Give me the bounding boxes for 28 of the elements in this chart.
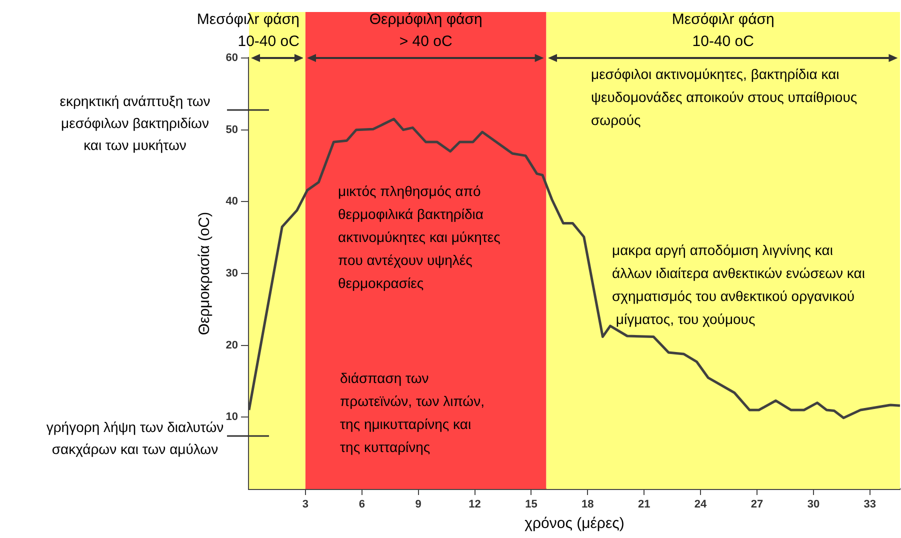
y-tick-label: 20 [226, 339, 238, 352]
text: γρήγορη λήψη των διαλυτών σακχάρων και των αμύλων [46, 418, 224, 457]
x-tick-label: 18 [582, 498, 594, 511]
annotation: μικτός πληθησμός από θερμοφιλικά βακτηρίδια ακτινομύκητες και μύκητες που αντέχουν υψηλές θερμοκρασίες [338, 182, 501, 291]
band-label: Μεσόφιλr φάση 10-40 oC [196, 11, 300, 50]
x-tick-label: 27 [750, 498, 764, 511]
y-tick-label: 40 [226, 196, 238, 208]
y-tick-label: 10 [226, 411, 238, 424]
annotation: μεσόφιλοι ακτινομύκητες, βακτηρίδια και ψευδομονάδες αποικούν στους υπαίθριους σωρούς [591, 66, 858, 128]
x-tick-label: 30 [807, 498, 820, 511]
annotation: μακρα αργή αποδόμιση λιγνίνης και άλλων ιδιαίτερα ανθεκτικών ενώσεων και σχηματισμός του ανθεκτικού οργανικού μίγματος, του χούμους [612, 242, 865, 327]
x-tick-label: 6 [358, 498, 365, 511]
y-tick-label: 30 [226, 268, 238, 280]
x-tick-label: 24 [694, 498, 708, 511]
x-axis-title: χρόνος (μέρες) [524, 515, 624, 532]
x-tick-label: 9 [415, 498, 422, 511]
y-tick-label: 50 [226, 124, 238, 136]
y-axis-title: Θερμοκρασία (oC) [196, 212, 214, 336]
x-tick-label: 3 [302, 498, 309, 511]
band-label: Μεσόφιλr φάση 10-40 oC [672, 11, 774, 50]
x-tick-label: 12 [468, 498, 481, 511]
x-tick-label: 21 [638, 498, 650, 511]
band-label: Θερμόφιλη φάση > 40 oC [369, 11, 482, 50]
x-tick-label: 15 [525, 498, 538, 511]
y-tick-label: 60 [226, 52, 238, 64]
text: εκρηκτική ανάπτυξη των μεσόφιλων βακτηριδίων και των μυκήτων [60, 92, 210, 153]
annotation: διάσπαση των πρωτεϊνών, των λιπών, της ημικυτταρίνης και της κυτταρίνης [340, 370, 484, 455]
x-tick-label: 33 [864, 498, 876, 511]
